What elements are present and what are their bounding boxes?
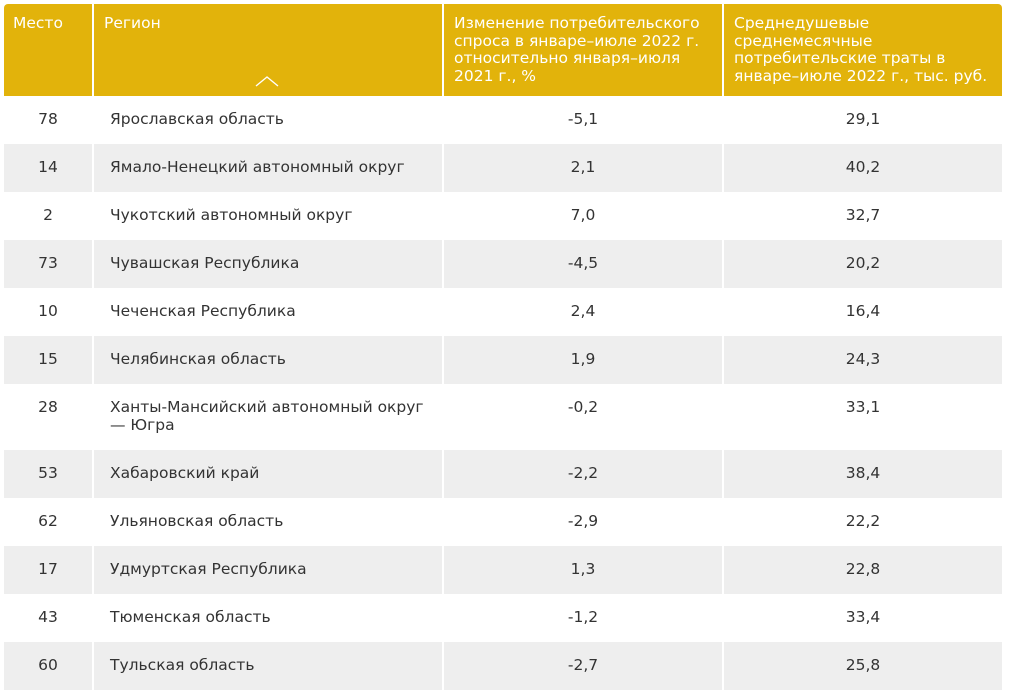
place-cell: 78 bbox=[38, 110, 58, 128]
spend-cell: 22,2 bbox=[722, 498, 1002, 546]
table-row: 2 Чукотский автономный округ 7,0 32,7 bbox=[4, 192, 1002, 240]
spend-cell: 20,2 bbox=[722, 240, 1002, 288]
region-cell: Тюменская область bbox=[92, 594, 442, 642]
region-cell: Челябинская область bbox=[92, 336, 442, 384]
place-cell: 15 bbox=[38, 350, 58, 368]
change-cell: -2,9 bbox=[442, 498, 722, 546]
column-header-change[interactable]: Изменение потребительского спроса в янва… bbox=[442, 4, 722, 96]
change-cell: 1,9 bbox=[442, 336, 722, 384]
column-header-place-label: Место bbox=[13, 14, 63, 32]
region-cell: Ульяновская область bbox=[92, 498, 442, 546]
column-header-change-label: Изменение потребительского спроса в янва… bbox=[454, 14, 700, 85]
place-cell: 28 bbox=[38, 398, 58, 416]
change-cell: -4,5 bbox=[442, 240, 722, 288]
place-cell: 73 bbox=[38, 254, 58, 272]
regions-table: Место Регион Изменение потребительского … bbox=[4, 4, 1002, 690]
spend-cell: 29,1 bbox=[722, 96, 1002, 144]
change-cell: -5,1 bbox=[442, 96, 722, 144]
table-row: 15 Челябинская область 1,9 24,3 bbox=[4, 336, 1002, 384]
place-cell: 14 bbox=[38, 158, 58, 176]
spend-cell: 38,4 bbox=[722, 450, 1002, 498]
place-cell: 62 bbox=[38, 512, 58, 530]
table-body: 78 Ярославская область -5,1 29,1 14 Ямал… bbox=[4, 96, 1002, 690]
table-row: 10 Чеченская Республика 2,4 16,4 bbox=[4, 288, 1002, 336]
column-header-spend[interactable]: Среднедушевые среднемесячные потребитель… bbox=[722, 4, 1002, 96]
spend-cell: 32,7 bbox=[722, 192, 1002, 240]
spend-cell: 22,8 bbox=[722, 546, 1002, 594]
column-header-place[interactable]: Место bbox=[4, 4, 92, 96]
table-row: 62 Ульяновская область -2,9 22,2 bbox=[4, 498, 1002, 546]
place-cell: 17 bbox=[38, 560, 58, 578]
region-cell: Чукотский автономный округ bbox=[92, 192, 442, 240]
place-cell: 60 bbox=[38, 656, 58, 674]
region-cell: Удмуртская Республика bbox=[92, 546, 442, 594]
table-row: 17 Удмуртская Республика 1,3 22,8 bbox=[4, 546, 1002, 594]
region-cell: Хабаровский край bbox=[92, 450, 442, 498]
region-cell: Чеченская Республика bbox=[92, 288, 442, 336]
place-cell: 10 bbox=[38, 302, 58, 320]
region-cell: Ханты-Мансийский автономный округ — Югра bbox=[92, 384, 442, 450]
change-cell: -2,2 bbox=[442, 450, 722, 498]
column-header-region[interactable]: Регион bbox=[92, 4, 442, 96]
column-header-spend-label: Среднедушевые среднемесячные потребитель… bbox=[734, 14, 988, 85]
change-cell: 1,3 bbox=[442, 546, 722, 594]
table-row: 28 Ханты-Мансийский автономный округ — Ю… bbox=[4, 384, 1002, 450]
table-row: 60 Тульская область -2,7 25,8 bbox=[4, 642, 1002, 690]
change-cell: -1,2 bbox=[442, 594, 722, 642]
table-row: 78 Ярославская область -5,1 29,1 bbox=[4, 96, 1002, 144]
place-cell: 43 bbox=[38, 608, 58, 626]
column-header-region-label: Регион bbox=[104, 14, 161, 32]
spend-cell: 33,4 bbox=[722, 594, 1002, 642]
table-header: Место Регион Изменение потребительского … bbox=[4, 4, 1002, 96]
spend-cell: 40,2 bbox=[722, 144, 1002, 192]
spend-cell: 25,8 bbox=[722, 642, 1002, 690]
spend-cell: 24,3 bbox=[722, 336, 1002, 384]
table-row: 73 Чувашская Республика -4,5 20,2 bbox=[4, 240, 1002, 288]
spend-cell: 16,4 bbox=[722, 288, 1002, 336]
change-cell: -0,2 bbox=[442, 384, 722, 450]
change-cell: 2,1 bbox=[442, 144, 722, 192]
change-cell: 2,4 bbox=[442, 288, 722, 336]
chevron-up-icon[interactable] bbox=[254, 75, 280, 87]
place-cell: 53 bbox=[38, 464, 58, 482]
change-cell: 7,0 bbox=[442, 192, 722, 240]
place-cell: 2 bbox=[43, 206, 53, 224]
table-row: 14 Ямало-Ненецкий автономный округ 2,1 4… bbox=[4, 144, 1002, 192]
region-cell: Чувашская Республика bbox=[92, 240, 442, 288]
table-row: 53 Хабаровский край -2,2 38,4 bbox=[4, 450, 1002, 498]
region-cell: Тульская область bbox=[92, 642, 442, 690]
region-cell: Ямало-Ненецкий автономный округ bbox=[92, 144, 442, 192]
table-row: 43 Тюменская область -1,2 33,4 bbox=[4, 594, 1002, 642]
spend-cell: 33,1 bbox=[722, 384, 1002, 450]
change-cell: -2,7 bbox=[442, 642, 722, 690]
region-cell: Ярославская область bbox=[92, 96, 442, 144]
